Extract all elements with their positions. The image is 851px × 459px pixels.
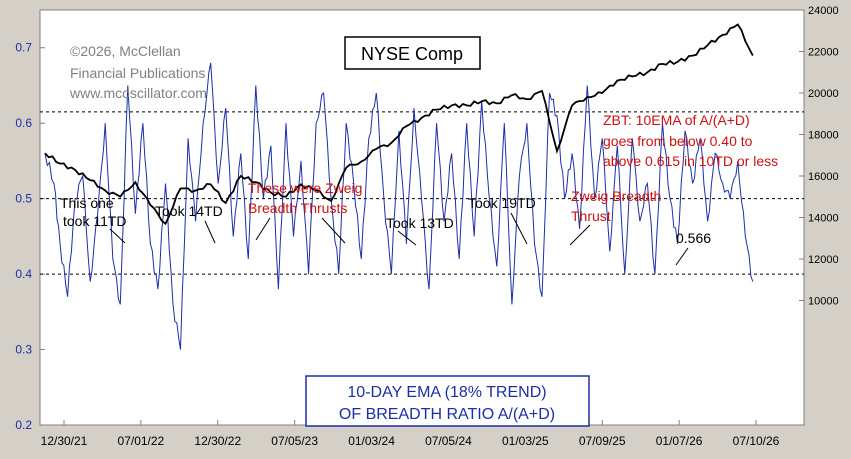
chart-title-box: NYSE Comp	[344, 36, 481, 70]
left-axis: 0.7 0.6 0.5 0.4 0.3 0.2	[15, 41, 32, 432]
right-tick-label: 18000	[808, 130, 839, 142]
zbt-note-line-3: above 0.615 in 10TD or less	[603, 153, 778, 169]
arrow-13td	[397, 230, 417, 246]
annotation-0566: 0.566	[676, 230, 711, 246]
breadth-ema-line	[44, 62, 754, 350]
arrow-zweig	[569, 224, 591, 246]
zbt-note-line-2: goes from below 0.40 to	[603, 133, 753, 149]
annotation-took-13td: Took 13TD	[386, 215, 454, 231]
x-tick-label: 07/05/23	[271, 434, 318, 448]
x-tick-label: 07/01/22	[118, 434, 165, 448]
right-tick-label: 20000	[808, 88, 839, 100]
annotation-took-11td: took 11TD	[63, 213, 127, 229]
arrow-0566	[675, 247, 689, 266]
right-tick-label: 22000	[808, 47, 839, 59]
annotation-zweig-1: Zweig Breadth	[571, 188, 661, 204]
left-tick-label: 0.7	[15, 41, 32, 55]
annotation-zweig-2: Thrust	[571, 208, 611, 224]
left-tick-label: 0.4	[15, 267, 32, 281]
left-tick-label: 0.3	[15, 343, 32, 357]
chart-title: NYSE Comp	[361, 44, 463, 64]
right-tick-label: 12000	[808, 254, 839, 266]
x-axis: 12/30/21 07/01/22 12/30/22 07/05/23 01/03/24…	[41, 434, 780, 448]
copyright-block: ©2026, McClellan Financial Publications …	[69, 43, 207, 101]
zbt-note-line-1: ZBT: 10EMA of A/(A+D)	[603, 112, 750, 128]
arrow-14td	[204, 220, 216, 244]
left-tick-label: 0.5	[15, 192, 32, 206]
x-tick-label: 12/30/22	[194, 434, 241, 448]
breadth-title-line-1: 10-DAY EMA (18% TREND)	[347, 384, 546, 401]
arrow-zbt-b	[321, 217, 346, 244]
breadth-title-line-2: OF BREADTH RATIO A/(A+D)	[339, 406, 555, 423]
annotation-zbt-2: Breadth Thrusts	[248, 200, 347, 216]
copyright-line-1: ©2026, McClellan	[70, 43, 181, 59]
right-tick-label: 24000	[808, 5, 839, 17]
annotation-this-one: This one	[60, 195, 114, 211]
copyright-line-3: www.mcoscillator.com	[69, 85, 207, 101]
x-tick-label: 07/05/24	[425, 434, 472, 448]
right-tick-label: 10000	[808, 296, 839, 308]
x-tick-label: 12/30/21	[41, 434, 88, 448]
left-tick-label: 0.2	[15, 418, 32, 432]
annotation-zbt-1: These were Zweig	[248, 180, 362, 196]
nyse-composite-line	[44, 23, 754, 226]
annotation-took-14td: Took 14TD	[155, 203, 223, 219]
annotation-arrows	[109, 212, 689, 266]
annotation-took-19td: Took 19TD	[468, 195, 536, 211]
zbt-note: ZBT: 10EMA of A/(A+D) goes from below 0.…	[603, 112, 778, 169]
x-tick-label: 01/03/24	[348, 434, 395, 448]
copyright-line-2: Financial Publications	[70, 65, 205, 81]
right-axis: 24000 22000 20000 18000 16000 14000 12000 10000	[808, 5, 839, 308]
reference-lines	[40, 111, 804, 275]
arrow-19td	[510, 212, 528, 245]
arrow-zbt-a	[255, 217, 271, 241]
x-tick-label: 01/07/26	[656, 434, 703, 448]
breadth-title-box: 10-DAY EMA (18% TREND) OF BREADTH RATIO …	[305, 375, 590, 427]
right-tick-label: 14000	[808, 213, 839, 225]
x-tick-label: 07/09/25	[579, 434, 626, 448]
x-tick-label: 07/10/26	[733, 434, 780, 448]
annotations: This one took 11TD Took 14TD These were …	[60, 180, 711, 246]
right-tick-label: 16000	[808, 171, 839, 183]
arrow-11td	[109, 228, 126, 244]
left-tick-label: 0.6	[15, 116, 32, 130]
x-tick-label: 01/03/25	[502, 434, 549, 448]
